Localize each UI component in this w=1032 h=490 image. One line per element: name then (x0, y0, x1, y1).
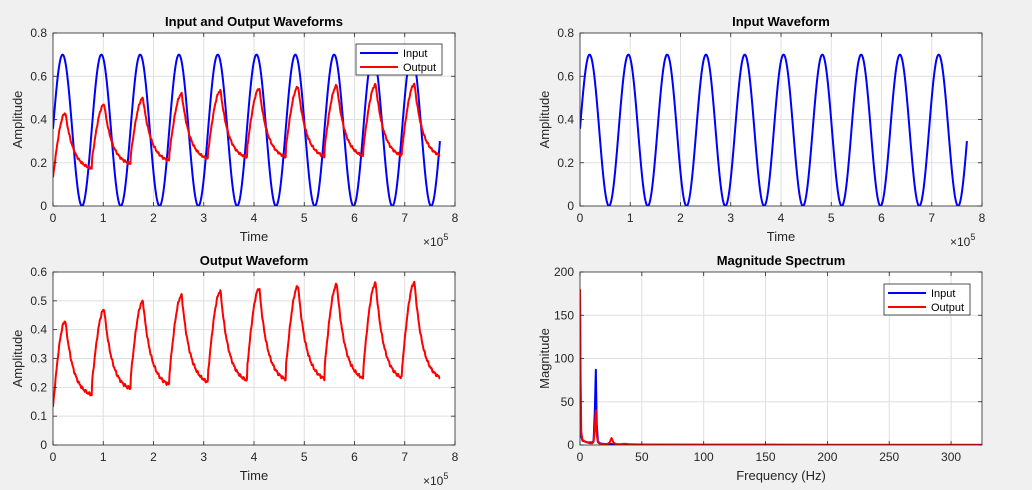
y-tick-label: 150 (554, 308, 574, 322)
x-tick-label: 7 (928, 211, 935, 225)
ticks: 0 1 2 3 4 5 6 7 8 0 0.2 0.4 0.6 0.8 (557, 26, 985, 225)
legend-entry-output: Output (931, 302, 964, 314)
x-tick-label: 7 (401, 450, 408, 464)
x-tick-label: 8 (979, 211, 986, 225)
x-exponent-label: ×105 (423, 471, 448, 488)
x-tick-label: 5 (301, 211, 308, 225)
x-tick-label: 1 (100, 450, 107, 464)
ticks: 0 1 2 3 4 5 6 7 8 0 0.2 0.4 0.6 0.8 (30, 26, 458, 225)
y-axis-label: Amplitude (10, 330, 25, 388)
plot-lines (580, 53, 968, 206)
y-tick-label: 0.3 (30, 352, 47, 366)
x-axis-label: Time (240, 229, 268, 244)
y-tick-label: 0.8 (557, 26, 574, 40)
x-tick-label: 100 (694, 450, 714, 464)
y-tick-label: 50 (561, 395, 575, 409)
x-tick-label: 3 (200, 450, 207, 464)
axes-input: 0 1 2 3 4 5 6 7 8 0 0.2 0.4 0.6 0.8 Input Waveform Ti… (537, 14, 986, 249)
x-tick-label: 50 (635, 450, 649, 464)
chart-title: Magnitude Spectrum (717, 253, 846, 268)
x-tick-label: 0 (50, 450, 57, 464)
y-tick-label: 0.2 (557, 156, 574, 170)
x-tick-label: 2 (150, 450, 157, 464)
x-tick-label: 8 (452, 450, 459, 464)
grid (53, 33, 455, 206)
y-tick-label: 0.8 (30, 26, 47, 40)
axes-output: 0 1 2 3 4 5 6 7 8 0 0.1 0.2 0.3 0.4 0.5 0.6 Output Wave… (10, 253, 459, 488)
legend: Input Output (355, 43, 443, 76)
y-tick-label: 0.4 (30, 323, 47, 337)
y-tick-label: 0 (40, 199, 47, 213)
x-tick-label: 1 (100, 211, 107, 225)
series-line-input (580, 53, 968, 206)
y-tick-label: 0.4 (557, 113, 574, 127)
y-tick-label: 0.1 (30, 409, 47, 423)
series-line-output (53, 280, 441, 407)
chart-title: Output Waveform (200, 253, 309, 268)
x-tick-label: 200 (817, 450, 837, 464)
x-tick-label: 0 (577, 450, 584, 464)
x-tick-label: 1 (627, 211, 634, 225)
y-tick-label: 0 (567, 438, 574, 452)
x-axis-label: Frequency (Hz) (736, 468, 826, 483)
ticks: 0 1 2 3 4 5 6 7 8 0 0.1 0.2 0.3 0.4 0.5 0.6 (30, 265, 458, 464)
x-exponent-label: ×105 (423, 232, 448, 249)
y-axis-label: Amplitude (10, 91, 25, 149)
plot-lines (580, 289, 982, 445)
x-tick-label: 300 (941, 450, 961, 464)
legend: Input Output (883, 283, 971, 316)
x-tick-label: 5 (301, 450, 308, 464)
y-tick-label: 0 (567, 199, 574, 213)
legend-entry-output: Output (403, 62, 436, 74)
x-tick-label: 0 (50, 211, 57, 225)
x-tick-label: 5 (828, 211, 835, 225)
ticks: 0 50 100 150 200 250 300 0 50 100 150 200 (554, 265, 982, 464)
x-tick-label: 150 (756, 450, 776, 464)
legend-entry-input: Input (403, 48, 427, 60)
y-axis-label: Amplitude (537, 91, 552, 149)
axes-spectrum: 0 50 100 150 200 250 300 0 50 100 150 200 Magnitude… (537, 253, 983, 483)
x-tick-label: 250 (879, 450, 899, 464)
y-tick-label: 0.6 (30, 265, 47, 279)
x-tick-label: 6 (351, 450, 358, 464)
x-tick-label: 2 (150, 211, 157, 225)
x-tick-label: 4 (778, 211, 785, 225)
x-tick-label: 3 (727, 211, 734, 225)
x-tick-label: 2 (677, 211, 684, 225)
chart-title: Input Waveform (732, 14, 830, 29)
x-tick-label: 8 (452, 211, 459, 225)
x-tick-label: 6 (351, 211, 358, 225)
y-tick-label: 0.4 (30, 113, 47, 127)
y-tick-label: 100 (554, 352, 574, 366)
y-tick-label: 0.5 (30, 294, 47, 308)
grid (580, 33, 982, 206)
x-axis-label: Time (240, 468, 268, 483)
legend-box (355, 43, 443, 76)
x-tick-label: 3 (200, 211, 207, 225)
x-tick-label: 4 (251, 450, 258, 464)
legend-box (883, 283, 971, 316)
x-exponent-label: ×105 (950, 232, 975, 249)
y-tick-label: 0.6 (557, 69, 574, 83)
x-tick-label: 7 (401, 211, 408, 225)
series-line-output (53, 82, 441, 178)
y-tick-label: 200 (554, 265, 574, 279)
series-line-output (580, 289, 982, 445)
x-axis-label: Time (767, 229, 795, 244)
axes-input-output: 0 1 2 3 4 5 6 7 8 0 0.2 0.4 0.6 0.8 Input and Output … (10, 14, 459, 249)
y-tick-label: 0.2 (30, 156, 47, 170)
x-tick-label: 6 (878, 211, 885, 225)
y-axis-label: Magnitude (537, 328, 552, 389)
chart-title: Input and Output Waveforms (165, 14, 343, 29)
x-tick-label: 4 (251, 211, 258, 225)
legend-entry-input: Input (931, 288, 955, 300)
plot-lines (53, 280, 441, 407)
y-tick-label: 0.2 (30, 380, 47, 394)
y-tick-label: 0 (40, 438, 47, 452)
y-tick-label: 0.6 (30, 69, 47, 83)
x-tick-label: 0 (577, 211, 584, 225)
